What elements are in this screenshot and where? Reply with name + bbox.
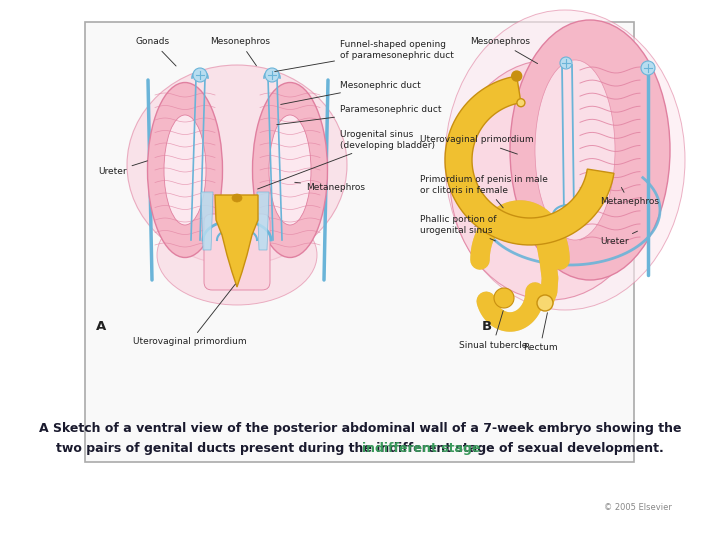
Text: indifferent stage: indifferent stage xyxy=(362,442,481,455)
Ellipse shape xyxy=(535,60,615,240)
Text: B: B xyxy=(482,320,492,333)
Text: Mesonephric duct: Mesonephric duct xyxy=(281,80,420,104)
Text: Mesonephros: Mesonephros xyxy=(470,37,538,64)
Text: Primordium of penis in male
or clitoris in female: Primordium of penis in male or clitoris … xyxy=(420,176,548,208)
Text: Ureter: Ureter xyxy=(600,231,637,246)
Text: Metanephros: Metanephros xyxy=(294,183,365,192)
Text: two pairs of genital ducts present during the indifferent stage of sexual develo: two pairs of genital ducts present durin… xyxy=(56,442,664,455)
Text: Urogenital sinus
(developing bladder): Urogenital sinus (developing bladder) xyxy=(258,130,435,189)
Ellipse shape xyxy=(445,10,685,310)
Circle shape xyxy=(537,295,553,311)
Text: A Sketch of a ventral view of the posterior abdominal wall of a 7-week embryo sh: A Sketch of a ventral view of the poster… xyxy=(39,422,681,435)
FancyBboxPatch shape xyxy=(204,214,270,290)
Ellipse shape xyxy=(253,83,328,258)
Text: Ureter: Ureter xyxy=(98,161,148,177)
Circle shape xyxy=(517,99,525,107)
Text: Funnel-shaped opening
of paramesonephric duct: Funnel-shaped opening of paramesonephric… xyxy=(275,40,454,71)
Circle shape xyxy=(641,61,655,75)
Circle shape xyxy=(512,71,522,81)
Ellipse shape xyxy=(269,115,311,225)
Text: A: A xyxy=(96,320,107,333)
Ellipse shape xyxy=(157,205,317,305)
Polygon shape xyxy=(257,192,269,250)
Text: Paramesonephric duct: Paramesonephric duct xyxy=(276,105,441,125)
Text: Uterovaginal primordium: Uterovaginal primordium xyxy=(420,136,534,154)
Text: © 2005 Elsevier: © 2005 Elsevier xyxy=(604,503,672,512)
Ellipse shape xyxy=(450,60,650,300)
Text: Mesonephros: Mesonephros xyxy=(210,37,270,66)
Ellipse shape xyxy=(148,83,222,258)
Ellipse shape xyxy=(164,115,206,225)
Circle shape xyxy=(560,57,572,69)
Text: Uterovaginal primordium: Uterovaginal primordium xyxy=(133,284,247,347)
Polygon shape xyxy=(215,195,258,287)
Ellipse shape xyxy=(127,65,347,265)
Bar xyxy=(85,22,634,462)
Text: Phallic portion of
urogenital sinus: Phallic portion of urogenital sinus xyxy=(420,215,497,241)
Circle shape xyxy=(265,68,279,82)
Text: Rectum: Rectum xyxy=(523,313,557,353)
Ellipse shape xyxy=(510,20,670,280)
Text: Gonads: Gonads xyxy=(136,37,176,66)
Circle shape xyxy=(494,288,514,308)
Circle shape xyxy=(193,68,207,82)
Polygon shape xyxy=(445,76,614,245)
Text: Metanephros: Metanephros xyxy=(600,187,659,206)
Text: Sinual tubercle: Sinual tubercle xyxy=(459,310,527,349)
Ellipse shape xyxy=(232,194,242,202)
Polygon shape xyxy=(201,192,213,250)
